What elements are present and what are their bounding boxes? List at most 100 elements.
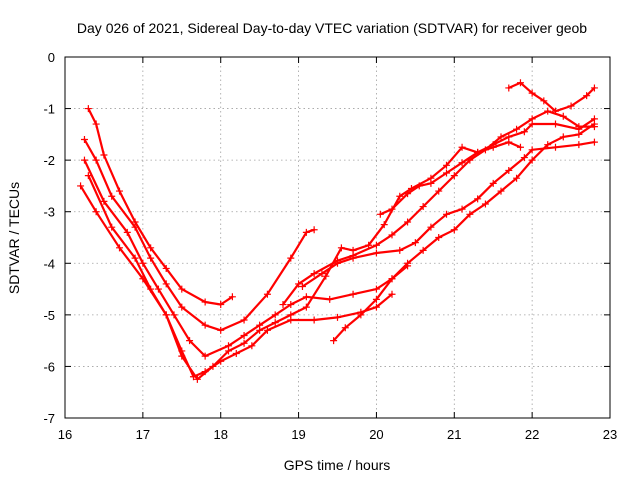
data-point-marker <box>154 285 162 293</box>
data-point-marker <box>520 154 528 162</box>
data-point-marker <box>147 254 155 262</box>
x-tick-label: 21 <box>447 427 461 442</box>
data-point-marker <box>489 143 497 151</box>
data-point-marker <box>100 151 108 159</box>
data-point-marker <box>84 105 92 113</box>
data-point-marker <box>540 97 548 105</box>
data-point-marker <box>279 301 287 309</box>
data-point-marker <box>322 272 330 280</box>
data-point-marker <box>372 285 380 293</box>
data-point-marker <box>590 120 598 128</box>
data-point-marker <box>520 128 528 136</box>
series-trace-9 <box>505 79 598 115</box>
data-point-marker <box>481 200 489 208</box>
data-point-marker <box>240 316 248 324</box>
data-point-marker <box>178 352 186 360</box>
data-point-marker <box>100 197 108 205</box>
data-point-marker <box>513 125 521 133</box>
y-tick-label: -1 <box>43 102 55 117</box>
data-point-marker <box>435 187 443 195</box>
data-point-marker <box>84 172 92 180</box>
data-point-marker <box>92 156 100 164</box>
data-point-marker <box>271 311 279 319</box>
data-point-marker <box>544 141 552 149</box>
data-point-marker <box>116 187 123 195</box>
data-point-marker <box>337 244 345 252</box>
data-point-marker <box>162 280 170 288</box>
y-tick-label: -2 <box>43 153 55 168</box>
data-point-marker <box>341 324 349 332</box>
data-point-marker <box>77 182 85 190</box>
data-point-marker <box>116 244 123 252</box>
data-point-marker <box>552 120 559 128</box>
data-point-marker <box>575 123 583 131</box>
data-point-marker <box>388 275 396 283</box>
data-point-marker <box>330 337 338 345</box>
data-point-marker <box>528 115 536 123</box>
x-tick-label: 17 <box>136 427 150 442</box>
data-point-marker <box>318 270 326 278</box>
data-point-marker <box>404 259 412 267</box>
data-point-marker <box>388 205 396 213</box>
data-point-marker <box>497 187 505 195</box>
data-point-marker <box>388 290 396 298</box>
data-point-marker <box>372 241 380 249</box>
data-point-marker <box>388 231 396 239</box>
series-trace-5 <box>84 115 598 383</box>
series-line <box>507 81 596 113</box>
data-point-marker <box>497 133 505 141</box>
data-point-marker <box>263 290 271 298</box>
y-tick-label: -6 <box>43 359 55 374</box>
y-tick-label: -4 <box>43 256 55 271</box>
data-point-marker <box>380 221 388 229</box>
y-tick-label: -7 <box>43 411 55 426</box>
data-point-marker <box>505 84 513 92</box>
x-axis-label: GPS time / hours <box>284 457 391 473</box>
data-point-marker <box>92 120 100 128</box>
data-point-marker <box>376 210 384 218</box>
data-point-marker <box>302 303 310 311</box>
x-tick-label: 18 <box>213 427 227 442</box>
data-point-marker <box>528 89 536 97</box>
data-point-marker <box>458 205 466 213</box>
data-point-marker <box>372 303 380 311</box>
x-tick-label: 23 <box>603 427 617 442</box>
series-line <box>83 138 316 332</box>
data-point-marker <box>80 156 88 164</box>
data-point-marker <box>419 203 427 211</box>
data-point-marker <box>427 223 435 231</box>
data-point-marker <box>528 146 536 154</box>
data-point-marker <box>108 223 116 231</box>
x-tick-label: 22 <box>525 427 539 442</box>
data-point-marker <box>334 313 341 321</box>
series-line <box>301 141 596 288</box>
data-point-marker <box>295 280 303 288</box>
data-point-marker <box>458 143 466 151</box>
y-tick-label: 0 <box>48 50 55 65</box>
x-tick-label: 16 <box>58 427 72 442</box>
data-point-marker <box>516 79 524 87</box>
data-point-marker <box>415 182 423 190</box>
data-point-marker <box>162 264 170 272</box>
data-point-marker <box>80 136 88 144</box>
data-point-marker <box>396 246 404 254</box>
data-point-marker <box>466 210 474 218</box>
y-tick-label: -3 <box>43 205 55 220</box>
series-trace-1 <box>84 105 236 309</box>
series-line <box>281 110 596 306</box>
data-point-marker <box>411 239 419 247</box>
data-point-marker <box>443 161 450 169</box>
data-point-marker <box>505 166 513 174</box>
data-point-marker <box>427 179 435 187</box>
data-point-marker <box>552 143 559 151</box>
data-point-marker <box>575 141 583 149</box>
y-axis-label: SDTVAR / TECUs <box>6 182 22 294</box>
data-point-marker <box>256 326 264 334</box>
data-point-marker <box>92 208 100 216</box>
data-point-marker <box>372 249 380 257</box>
series-line <box>79 184 394 378</box>
data-point-marker <box>147 244 155 252</box>
data-point-marker <box>404 190 412 198</box>
data-point-marker <box>217 301 225 309</box>
data-point-marker <box>232 350 240 358</box>
